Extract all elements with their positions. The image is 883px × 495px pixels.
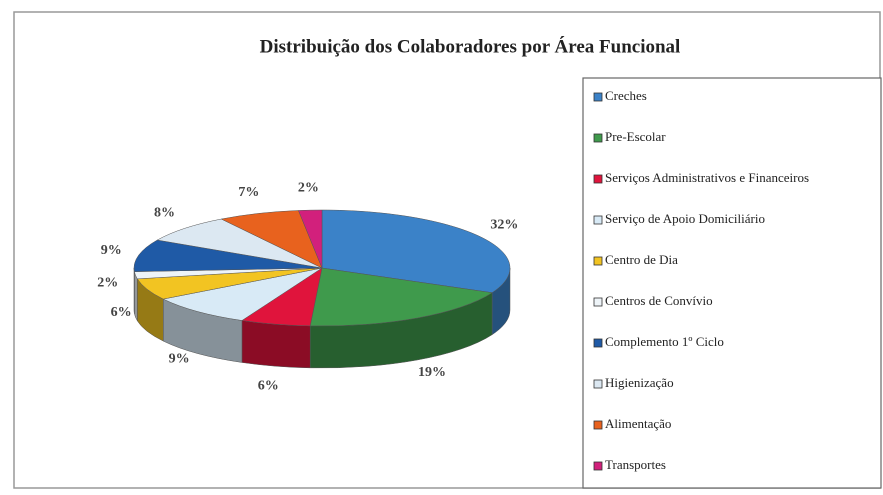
- legend-swatch: [594, 93, 602, 101]
- legend-label: Complemento 1º Ciclo: [605, 334, 724, 349]
- data-label: 2%: [97, 276, 118, 291]
- legend-label: Serviço de Apoio Domiciliário: [605, 211, 765, 226]
- data-label: 2%: [298, 180, 319, 195]
- legend-label: Serviços Administrativos e Financeiros: [605, 170, 809, 185]
- legend-label: Alimentação: [605, 416, 671, 431]
- data-label: 19%: [418, 365, 446, 380]
- chart-title: Distribuição dos Colaboradores por Área …: [260, 35, 681, 57]
- data-label: 7%: [238, 185, 259, 200]
- legend-swatch: [594, 216, 602, 224]
- legend-label: Pre-Escolar: [605, 129, 666, 144]
- slice-side: [242, 320, 310, 367]
- data-label: 6%: [258, 378, 279, 393]
- legend-swatch: [594, 380, 602, 388]
- legend-swatch: [594, 339, 602, 347]
- data-label: 9%: [101, 243, 122, 258]
- legend-label: Transportes: [605, 457, 666, 472]
- legend-swatch: [594, 298, 602, 306]
- legend-label: Higienização: [605, 375, 674, 390]
- data-label: 9%: [169, 352, 190, 367]
- legend-label: Centros de Convívio: [605, 293, 713, 308]
- legend-swatch: [594, 257, 602, 265]
- data-label: 8%: [154, 205, 175, 220]
- slice-side: [134, 272, 137, 321]
- legend-swatch: [594, 175, 602, 183]
- data-label: 6%: [111, 305, 132, 320]
- legend-swatch: [594, 421, 602, 429]
- legend-swatch: [594, 462, 602, 470]
- legend-label: Creches: [605, 88, 647, 103]
- legend-label: Centro de Dia: [605, 252, 678, 267]
- data-label: 32%: [490, 217, 518, 232]
- legend-swatch: [594, 134, 602, 142]
